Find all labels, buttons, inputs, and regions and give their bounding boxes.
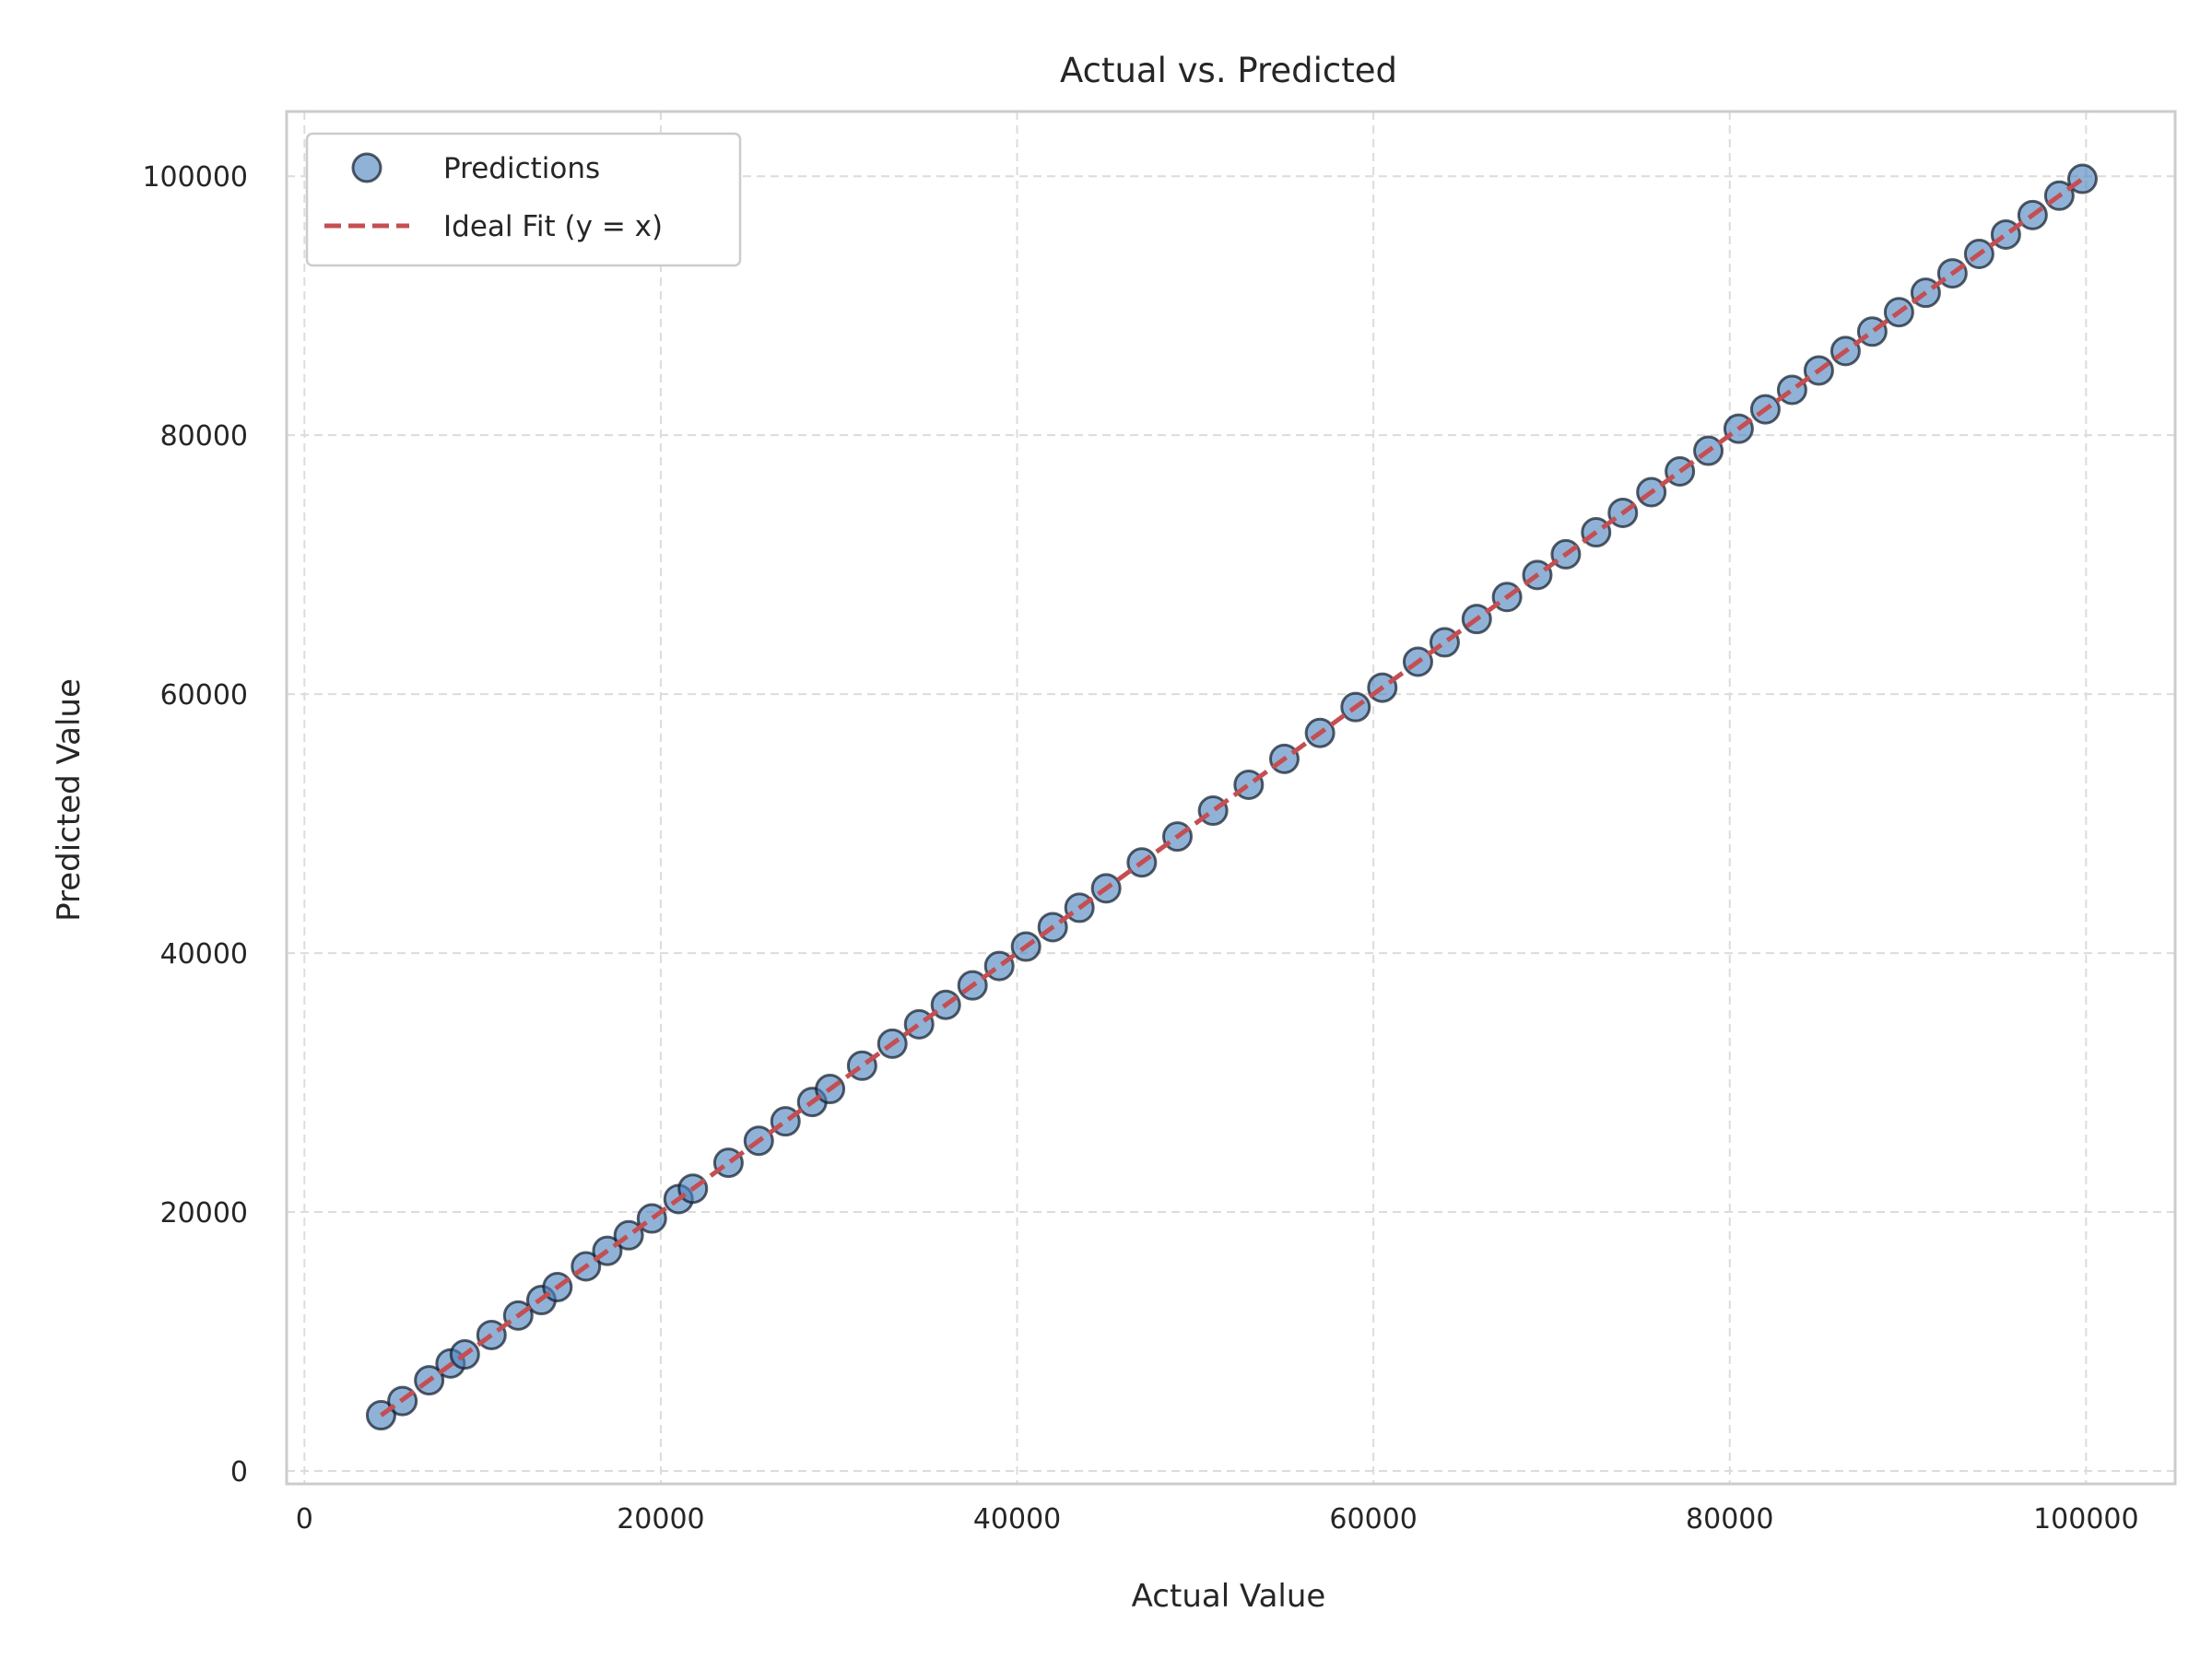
y-tick-label: 20000 xyxy=(160,1197,248,1230)
y-tick-label: 100000 xyxy=(142,161,248,194)
y-tick-label: 40000 xyxy=(160,938,248,971)
x-tick-label: 100000 xyxy=(2033,1503,2139,1535)
legend-ideal-fit-label: Ideal Fit (y = x) xyxy=(443,210,663,243)
y-tick-label: 0 xyxy=(230,1456,248,1488)
chart-title: Actual vs. Predicted xyxy=(1060,51,1397,90)
legend: Predictions Ideal Fit (y = x) xyxy=(305,132,742,267)
ideal-fit-overlay-layer xyxy=(379,174,2088,1418)
x-tick-label: 80000 xyxy=(1686,1503,1773,1535)
y-tick-label: 80000 xyxy=(160,420,248,453)
x-tick-label: 40000 xyxy=(973,1503,1061,1535)
x-tick-label: 60000 xyxy=(1329,1503,1417,1535)
x-tick-labels: 0 20000 40000 60000 80000 100000 xyxy=(296,1503,2139,1535)
y-tick-labels: 0 20000 40000 60000 80000 100000 xyxy=(142,161,248,1488)
x-axis-label: Actual Value xyxy=(1132,1578,1326,1615)
x-tick-label: 0 xyxy=(296,1503,313,1535)
ideal-fit-line xyxy=(379,174,2088,1418)
plot-frame xyxy=(285,110,2177,1486)
legend-box xyxy=(305,132,742,267)
legend-predictions-label: Predictions xyxy=(443,152,600,185)
y-tick-label: 60000 xyxy=(160,679,248,712)
y-axis-label: Predicted Value xyxy=(51,678,88,922)
legend-predictions-marker xyxy=(351,152,382,183)
grid xyxy=(287,112,2175,1484)
x-tick-label: 20000 xyxy=(617,1503,704,1535)
